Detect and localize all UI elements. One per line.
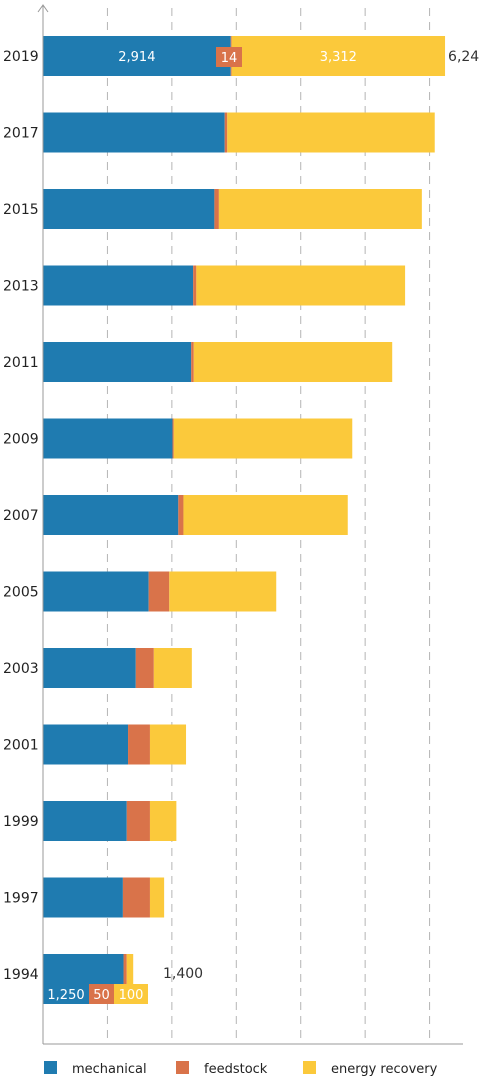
legend-label-energy-recovery: energy recovery	[331, 1062, 438, 1077]
data-label-total-2019: 6,240	[448, 49, 480, 65]
bar-energy-recovery-1994	[126, 954, 134, 994]
data-label-total-1994: 1,400	[163, 966, 203, 982]
y-tick-label: 1999	[3, 814, 39, 830]
y-tick-label: 1994	[3, 967, 39, 983]
bar-energy-recovery-1999	[149, 801, 177, 841]
y-tick-label: 2015	[3, 202, 39, 218]
y-axis-arrow	[37, 4, 49, 13]
bar-energy-recovery-1997	[149, 877, 165, 918]
data-label-mechanical-1994: 1,250	[47, 988, 84, 1003]
bar-mechanical-2001	[43, 724, 129, 765]
bar-mechanical-2019	[43, 36, 231, 76]
bar-mechanical-2005	[43, 571, 149, 612]
y-tick-label: 2019	[3, 49, 39, 65]
bar-mechanical-2003	[43, 648, 136, 688]
bar-feedstock-2005	[148, 571, 170, 612]
bar-feedstock-2013	[193, 265, 197, 306]
feedstock-label-bg	[89, 984, 114, 1004]
bar-energy-recovery-2005	[169, 571, 277, 612]
y-tick-label: 2017	[3, 126, 39, 142]
data-label-feedstock-2019: 14	[221, 51, 238, 66]
y-tick-label: 2013	[3, 279, 39, 295]
data-label-energy-recovery-1994: 100	[119, 988, 144, 1003]
data-label-mechanical-2019: 2,914	[118, 50, 155, 65]
legend-label-mechanical: mechanical	[72, 1062, 147, 1077]
y-tick-label: 1997	[3, 891, 39, 907]
bar-feedstock-1994	[123, 954, 127, 994]
bar-feedstock-2007	[178, 495, 184, 535]
bar-feedstock-1997	[122, 877, 150, 918]
bar-feedstock-2009	[172, 418, 174, 459]
bar-energy-recovery-2013	[196, 265, 406, 306]
bar-mechanical-2009	[43, 418, 173, 459]
feedstock-label-bg	[216, 47, 242, 67]
bar-energy-recovery-2019	[231, 36, 446, 76]
bar-energy-recovery-2001	[149, 724, 187, 765]
y-tick-label: 2005	[3, 585, 39, 601]
y-tick-label: 2009	[3, 432, 39, 448]
legend-swatch-mechanical	[44, 1061, 57, 1074]
y-tick-label: 2007	[3, 508, 39, 524]
mechanical-label-bg	[43, 984, 89, 1004]
bar-feedstock-2015	[214, 189, 219, 229]
bar-mechanical-1997	[43, 877, 123, 918]
bar-mechanical-2017	[43, 112, 225, 153]
bar-energy-recovery-2007	[183, 495, 348, 535]
legend-swatch-energy-recovery	[303, 1061, 316, 1074]
y-tick-label: 2011	[3, 355, 39, 371]
bar-mechanical-2015	[43, 189, 215, 229]
bar-feedstock-2003	[135, 648, 154, 688]
bar-energy-recovery-2003	[153, 648, 192, 688]
bar-energy-recovery-2009	[173, 418, 353, 459]
bar-mechanical-1999	[43, 801, 127, 841]
data-label-feedstock-1994: 50	[93, 988, 110, 1003]
y-tick-label: 2003	[3, 661, 39, 677]
bar-mechanical-2007	[43, 495, 179, 535]
bar-mechanical-2013	[43, 265, 194, 306]
bar-mechanical-2011	[43, 342, 192, 382]
bar-energy-recovery-2011	[193, 342, 393, 382]
data-label-energy-recovery-2019: 3,312	[320, 50, 357, 65]
legend-swatch-feedstock	[176, 1061, 189, 1074]
energy-recovery-label-bg	[114, 984, 148, 1004]
bar-energy-recovery-2015	[218, 189, 422, 229]
bar-energy-recovery-2017	[227, 112, 435, 153]
bar-feedstock-2017	[224, 112, 228, 153]
bar-feedstock-2001	[128, 724, 150, 765]
legend-label-feedstock: feedstock	[204, 1062, 268, 1077]
bar-feedstock-2011	[191, 342, 194, 382]
bar-feedstock-1999	[126, 801, 150, 841]
y-tick-label: 2001	[3, 738, 39, 754]
